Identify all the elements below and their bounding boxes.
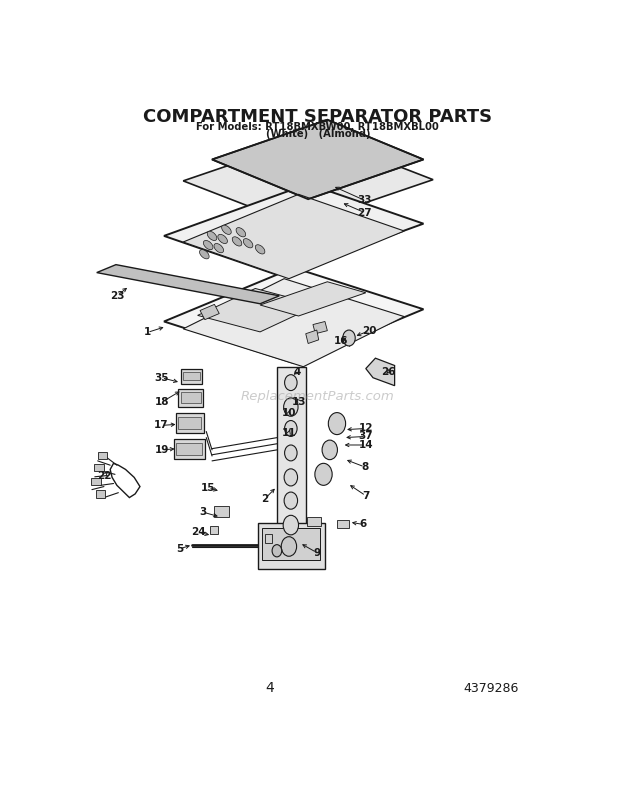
Ellipse shape <box>236 228 246 237</box>
Text: 35: 35 <box>154 372 169 383</box>
Ellipse shape <box>200 249 209 259</box>
Text: ReplacementParts.com: ReplacementParts.com <box>241 390 394 403</box>
Ellipse shape <box>214 244 224 252</box>
Polygon shape <box>95 490 105 498</box>
Polygon shape <box>265 534 272 543</box>
Text: (White)   (Almond): (White) (Almond) <box>265 129 370 140</box>
Text: 26: 26 <box>382 367 396 376</box>
Text: 10: 10 <box>281 408 296 418</box>
Ellipse shape <box>207 231 217 241</box>
Polygon shape <box>210 526 218 534</box>
Circle shape <box>322 440 337 460</box>
Ellipse shape <box>222 225 231 234</box>
Polygon shape <box>184 195 404 279</box>
Text: 23: 23 <box>110 291 124 301</box>
Text: 20: 20 <box>363 326 377 336</box>
Circle shape <box>284 468 298 486</box>
Circle shape <box>315 464 332 485</box>
Polygon shape <box>198 288 317 332</box>
Polygon shape <box>94 464 104 472</box>
Polygon shape <box>98 452 107 459</box>
Polygon shape <box>306 330 319 344</box>
Text: 2: 2 <box>261 494 268 503</box>
Circle shape <box>281 537 296 557</box>
Text: 22: 22 <box>97 471 111 480</box>
Text: 19: 19 <box>154 445 169 455</box>
Text: For Models: RT18BMXBW00, RT18BMXBL00: For Models: RT18BMXBW00, RT18BMXBL00 <box>197 122 439 132</box>
Text: 9: 9 <box>313 548 321 557</box>
Text: 3: 3 <box>200 507 207 517</box>
Polygon shape <box>184 135 433 225</box>
Text: 11: 11 <box>281 428 296 437</box>
Polygon shape <box>164 268 423 363</box>
Polygon shape <box>179 417 202 429</box>
Ellipse shape <box>203 241 213 249</box>
Polygon shape <box>277 368 306 560</box>
Circle shape <box>284 492 298 509</box>
Circle shape <box>285 421 297 437</box>
Text: 4: 4 <box>294 367 301 376</box>
Polygon shape <box>176 443 202 456</box>
Text: 4379286: 4379286 <box>463 682 518 695</box>
Text: 14: 14 <box>358 440 373 450</box>
Polygon shape <box>366 358 394 386</box>
Polygon shape <box>258 523 325 569</box>
Polygon shape <box>97 264 279 304</box>
Polygon shape <box>337 519 349 528</box>
Text: 15: 15 <box>201 483 215 493</box>
Text: 16: 16 <box>334 336 348 346</box>
Polygon shape <box>181 368 202 384</box>
Text: 13: 13 <box>292 397 307 407</box>
Text: 1: 1 <box>144 327 151 337</box>
Text: 12: 12 <box>358 423 373 434</box>
Text: 24: 24 <box>192 527 206 538</box>
Circle shape <box>285 445 297 461</box>
Circle shape <box>283 398 298 416</box>
Circle shape <box>283 515 298 535</box>
Text: 6: 6 <box>360 519 367 530</box>
Text: 27: 27 <box>358 208 372 218</box>
Polygon shape <box>262 528 320 560</box>
Polygon shape <box>212 120 423 199</box>
Text: 8: 8 <box>361 462 368 472</box>
Text: 4: 4 <box>265 681 274 696</box>
Polygon shape <box>176 413 204 433</box>
Ellipse shape <box>255 245 265 254</box>
Text: 37: 37 <box>358 431 373 441</box>
Text: 17: 17 <box>154 421 169 430</box>
Polygon shape <box>184 372 200 380</box>
Text: COMPARTMENT SEPARATOR PARTS: COMPARTMENT SEPARATOR PARTS <box>143 108 492 125</box>
Ellipse shape <box>243 239 253 248</box>
Polygon shape <box>179 389 203 407</box>
Polygon shape <box>91 478 100 485</box>
Circle shape <box>272 545 281 557</box>
Polygon shape <box>307 517 321 526</box>
Circle shape <box>343 330 355 346</box>
Polygon shape <box>215 506 229 517</box>
Text: 33: 33 <box>358 195 372 206</box>
Text: 5: 5 <box>175 544 183 554</box>
Text: 18: 18 <box>154 397 169 407</box>
Ellipse shape <box>218 234 228 244</box>
Polygon shape <box>313 322 327 333</box>
Polygon shape <box>260 282 366 316</box>
Ellipse shape <box>232 237 242 246</box>
Circle shape <box>329 413 345 434</box>
Polygon shape <box>174 440 205 459</box>
Text: 7: 7 <box>362 491 370 501</box>
Circle shape <box>285 375 297 391</box>
Polygon shape <box>181 392 201 403</box>
Polygon shape <box>184 279 404 367</box>
Polygon shape <box>164 184 423 276</box>
Polygon shape <box>200 304 219 320</box>
